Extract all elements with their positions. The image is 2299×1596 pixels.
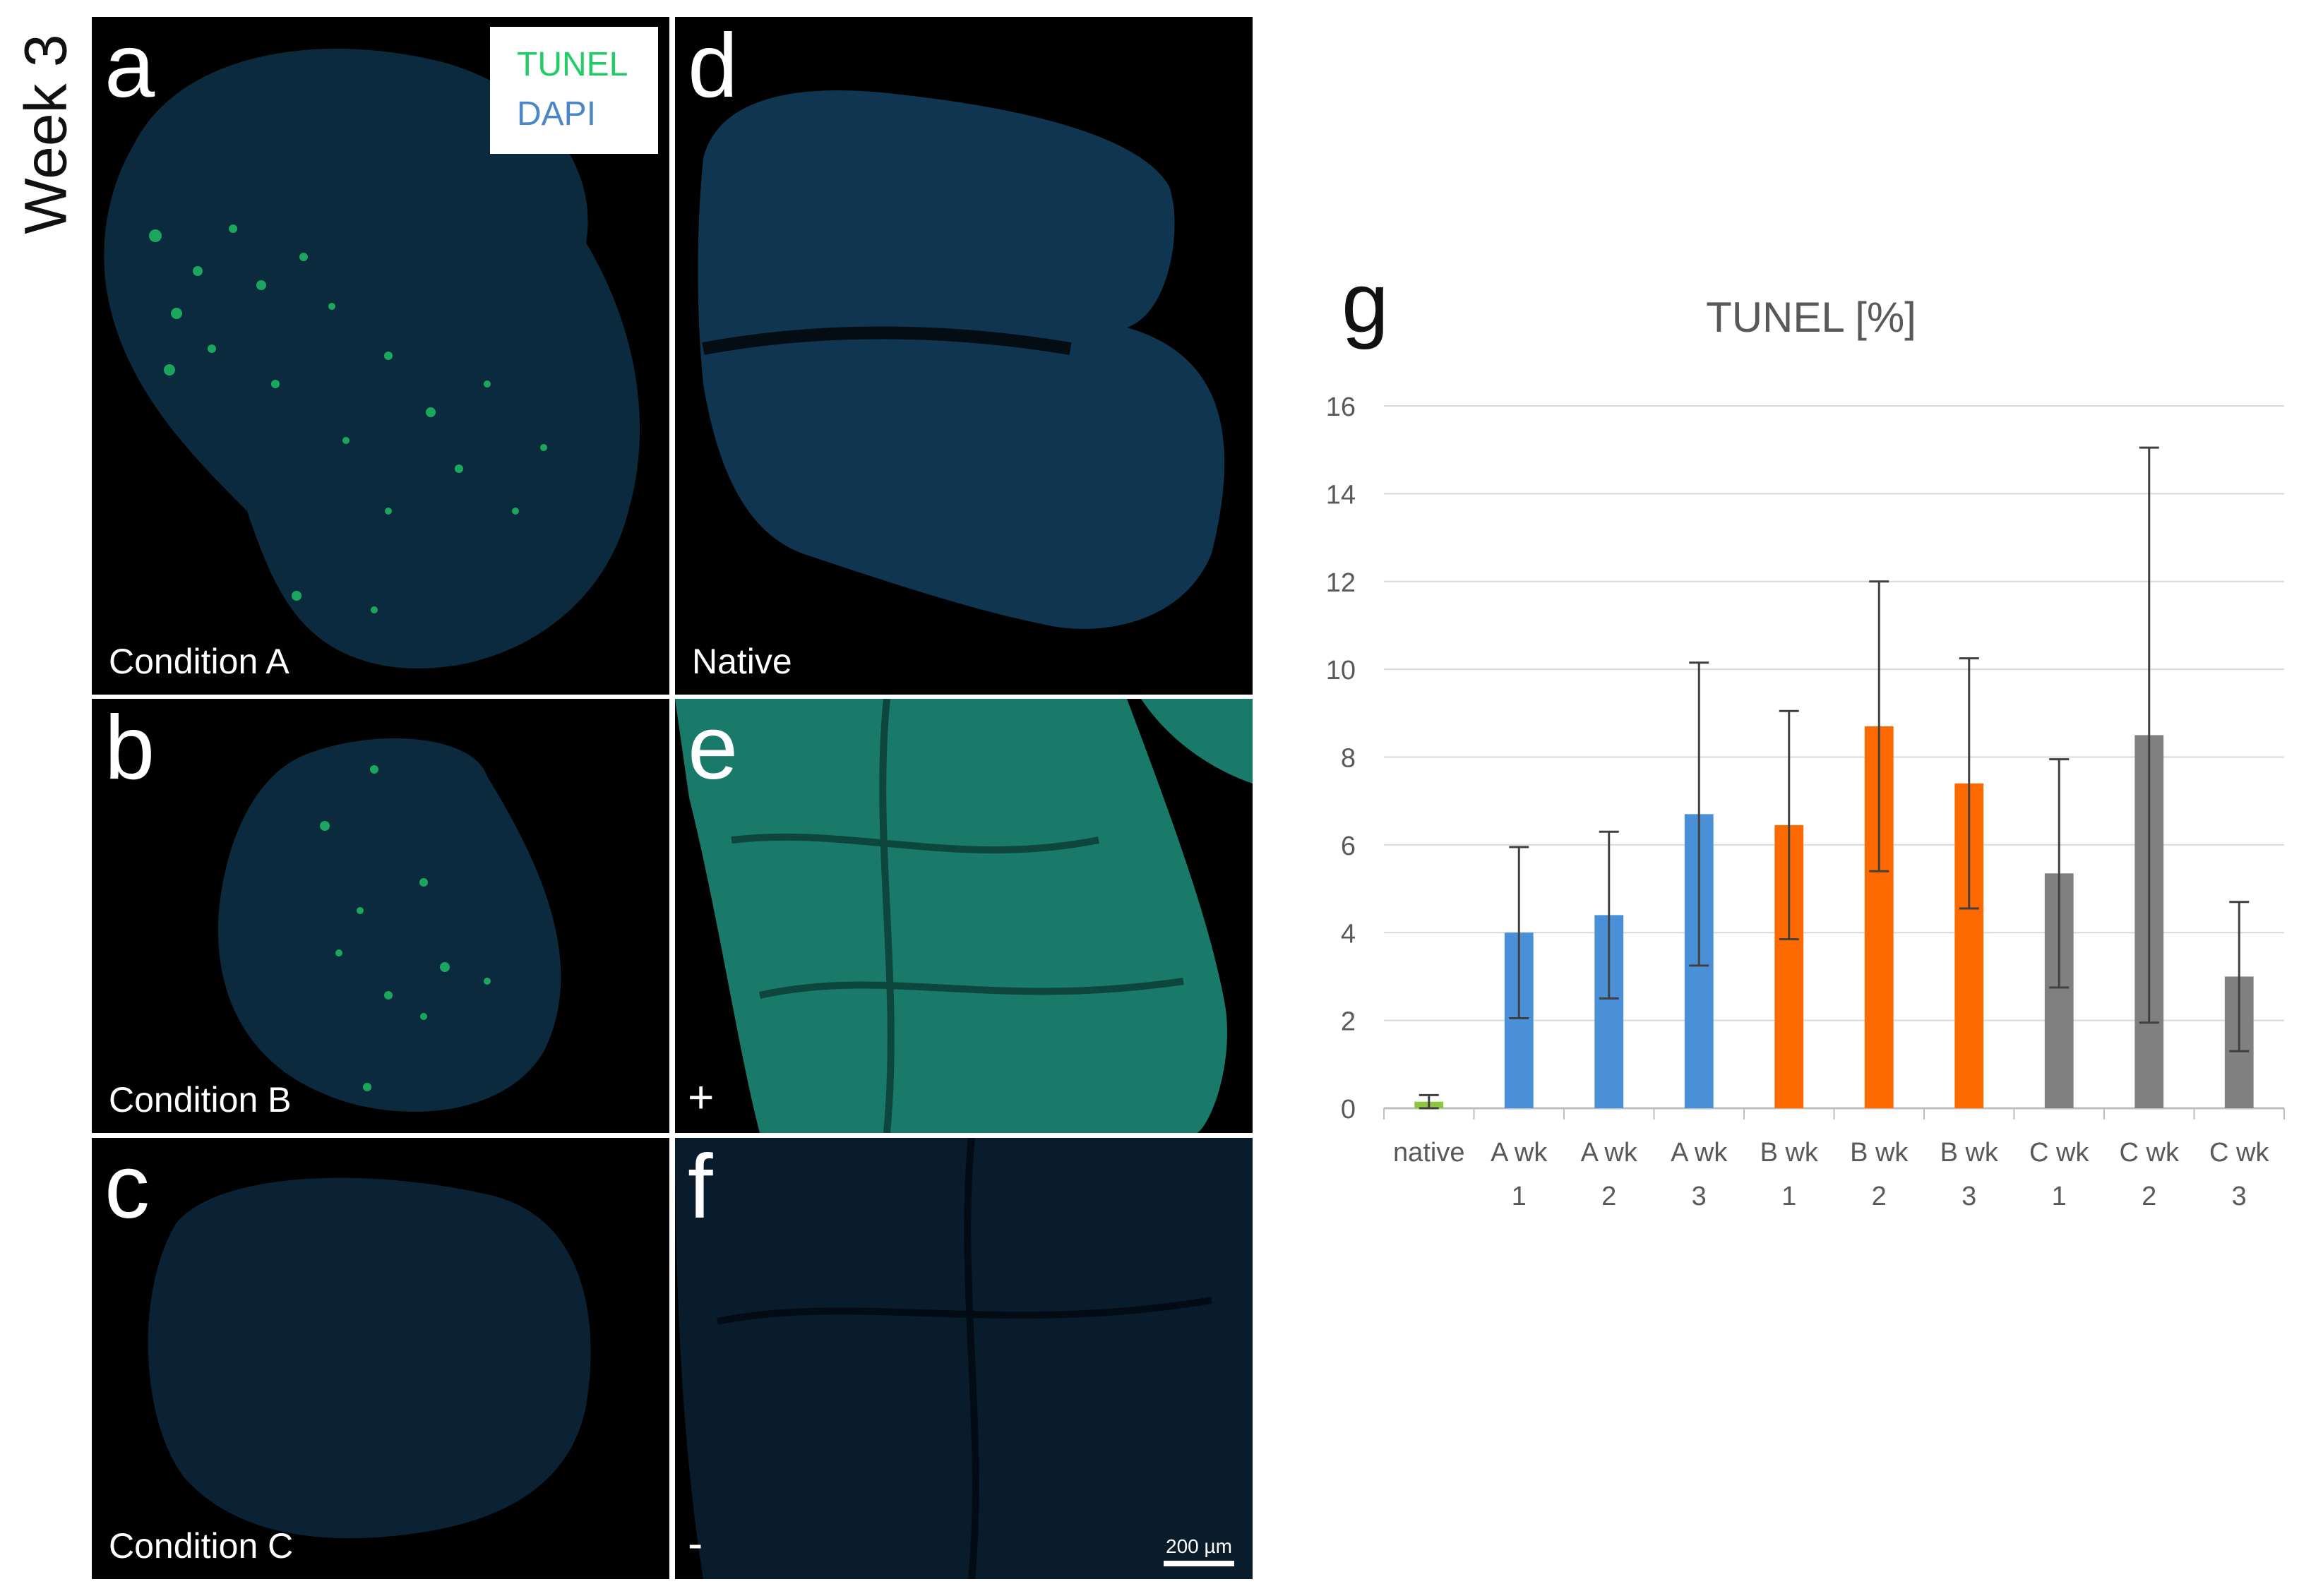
x-tick-label: B wk	[1760, 1138, 1819, 1168]
bars	[1414, 726, 2254, 1108]
x-tick-label: 1	[1781, 1182, 1796, 1211]
legend-tunel: TUNEL	[517, 46, 628, 83]
x-tick-label: A wk	[1491, 1138, 1548, 1168]
x-tick-label: 3	[2232, 1182, 2247, 1211]
tissue-image-a	[104, 49, 640, 669]
x-tick-label: 3	[1692, 1182, 1707, 1211]
scale-bar-label: 200 µm	[1166, 1535, 1232, 1557]
x-tick-label: B wk	[1850, 1138, 1909, 1168]
y-tick-label: 0	[1341, 1095, 1356, 1124]
panel-letter-d: d	[688, 17, 739, 116]
panel-letter-b: b	[104, 699, 155, 798]
x-tick-label: 2	[1872, 1182, 1887, 1211]
x-tick-label: 1	[1512, 1182, 1527, 1211]
tissue-image-f	[675, 1138, 1253, 1579]
y-tick-label: 16	[1326, 392, 1356, 422]
panel-letter-f: f	[688, 1138, 713, 1237]
panel-f: f - 200 µm	[675, 1138, 1253, 1579]
panel-caption-a: Condition A	[109, 642, 289, 681]
y-tick-label: 14	[1326, 480, 1356, 510]
y-axis-ticks: 0 2 4 6 8 10 12 14 16	[1326, 392, 1356, 1124]
y-tick-label: 6	[1341, 832, 1356, 861]
panel-caption-f: -	[688, 1518, 703, 1568]
tissue-image-c	[148, 1177, 591, 1539]
panel-b: b Condition B	[92, 699, 669, 1133]
panel-d: d Native	[675, 17, 1253, 695]
x-tick-label: A wk	[1581, 1138, 1638, 1168]
y-tick-label: 8	[1341, 744, 1356, 774]
y-tick-label: 10	[1326, 656, 1356, 685]
channel-legend: TUNEL DAPI	[490, 27, 658, 154]
panel-letter-c: c	[104, 1138, 150, 1237]
y-tick-label: 2	[1341, 1007, 1356, 1037]
panel-e: e +	[675, 699, 1253, 1133]
x-tick-label: A wk	[1671, 1138, 1728, 1168]
panel-caption-c: Condition C	[109, 1526, 294, 1566]
panel-caption-d: Native	[692, 642, 792, 681]
x-axis-ticks: native A wk 1 A wk 2 A wk 3 B wk 1 B wk 2 B wk 3 C wk…	[1383, 1108, 2285, 1211]
x-tick-label: native	[1393, 1138, 1464, 1168]
chart-panel-letter: g	[1342, 256, 1389, 350]
x-tick-label: 2	[1601, 1182, 1616, 1211]
x-tick-label: C wk	[2029, 1138, 2089, 1168]
tissue-image-b	[217, 738, 561, 1112]
y-tick-label: 4	[1341, 919, 1356, 949]
scale-bar: 200 µm	[1164, 1535, 1234, 1566]
error-bars	[1419, 446, 2250, 1110]
tissue-image-e	[675, 699, 1253, 1133]
panel-letter-e: e	[688, 699, 739, 798]
x-tick-label: C wk	[2120, 1138, 2180, 1168]
week-label: Week 3	[12, 34, 79, 234]
panel-caption-e: +	[688, 1072, 715, 1122]
y-tick-label: 12	[1326, 568, 1356, 598]
scale-bar-line	[1164, 1561, 1234, 1566]
x-tick-label: C wk	[2209, 1138, 2269, 1168]
panel-a: a TUNEL DAPI Condition A	[92, 17, 669, 695]
x-tick-label: 3	[1961, 1182, 1976, 1211]
gridlines	[1384, 405, 2284, 1110]
legend-dapi: DAPI	[517, 95, 597, 133]
x-tick-label: B wk	[1940, 1138, 1999, 1168]
x-tick-label: 2	[2142, 1182, 2156, 1211]
panel-letter-a: a	[104, 17, 155, 116]
panel-c: c Condition C	[92, 1138, 669, 1579]
tissue-image-d	[698, 90, 1225, 629]
x-tick-label: 1	[2052, 1182, 2067, 1211]
panel-caption-b: Condition B	[109, 1080, 292, 1120]
chart-title: TUNEL [%]	[1706, 294, 1916, 341]
